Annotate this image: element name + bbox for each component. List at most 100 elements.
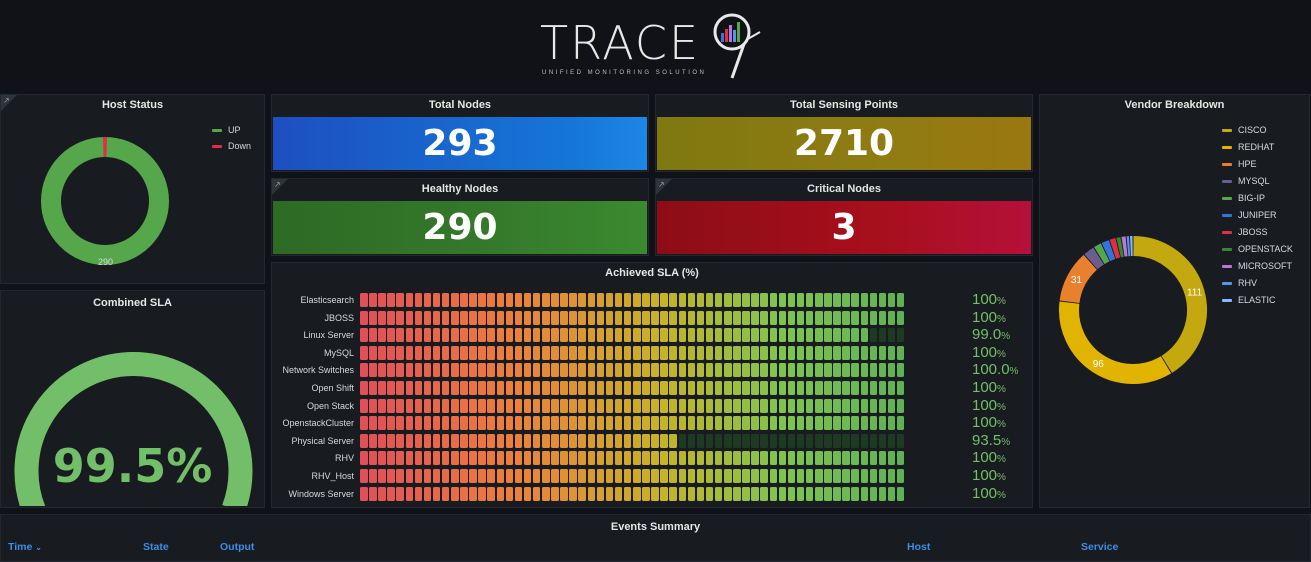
sla-bar-cell (705, 433, 714, 448)
legend-item-mysql[interactable]: MYSQL (1222, 176, 1270, 186)
sla-bar-cell (505, 310, 514, 325)
sla-bar-cell (478, 416, 486, 431)
sla-bar-cell (451, 293, 459, 307)
sla-bar-cell (769, 416, 777, 431)
donut-slice-juniper[interactable] (1101, 240, 1116, 262)
sla-bar-cell (824, 363, 832, 378)
sla-bar-cell (505, 345, 514, 360)
sla-bar-cell (514, 416, 523, 431)
column-header-output[interactable]: Output (220, 541, 255, 553)
column-header-time[interactable]: Time ⌄ (8, 541, 42, 553)
sla-bar-cell (460, 398, 468, 413)
sla-bar-cell (687, 363, 696, 378)
sla-bar-cell (441, 486, 450, 501)
sla-bar-cell (596, 363, 605, 378)
donut-slice-openstack[interactable] (1116, 237, 1124, 258)
sla-row-value: 100% (972, 397, 1006, 414)
sla-bar-cell (833, 486, 841, 501)
sla-bar-cell (742, 381, 750, 395)
panel-corner[interactable] (1, 95, 17, 111)
donut-slice-hpe[interactable] (1059, 254, 1098, 304)
sla-bar-cell (642, 469, 650, 483)
sla-bar-cell (815, 345, 823, 360)
sla-bar-cell (441, 451, 450, 466)
sla-bar-cell (696, 486, 705, 501)
legend-swatch (1222, 265, 1232, 269)
sla-bar-cell (605, 398, 614, 413)
sla-bar-cell (678, 398, 686, 413)
sla-bar-cell (496, 469, 504, 483)
legend-swatch (1222, 282, 1232, 286)
sla-bar-cell (560, 328, 568, 343)
sla-bar-cell (769, 381, 777, 395)
legend-item-jboss[interactable]: JBOSS (1222, 227, 1268, 237)
sla-bar-cell (696, 293, 705, 307)
legend-item-elastic[interactable]: ELASTIC (1222, 295, 1276, 305)
legend-item-down[interactable]: Down (212, 141, 251, 151)
sla-bar-cell (542, 363, 550, 378)
legend-item-big-ip[interactable]: BIG-IP (1222, 193, 1265, 203)
sla-bar-cell (669, 293, 677, 307)
sla-bar-cell (705, 381, 714, 395)
panel-corner[interactable] (656, 179, 672, 195)
sla-bar-cell (678, 486, 686, 501)
sla-bar-cell (614, 451, 623, 466)
external-link-icon[interactable]: ↗ (658, 180, 665, 189)
sla-bar-cell (787, 486, 796, 501)
legend-item-up[interactable]: UP (212, 125, 241, 135)
sla-bar-gauge (360, 293, 906, 307)
sla-bar-cell (505, 416, 514, 431)
sla-bar-cell (824, 293, 832, 307)
combined-sla-gauge (14, 352, 253, 506)
sla-bar-cell (451, 345, 459, 360)
column-header-state[interactable]: State (143, 541, 169, 553)
sla-bar-cell (396, 433, 404, 448)
sla-bar-cell (414, 433, 423, 448)
legend-item-cisco[interactable]: CISCO (1222, 125, 1267, 135)
sla-bar-cell (496, 451, 504, 466)
donut-slice-big-ip[interactable] (1094, 243, 1110, 265)
sla-bar-cell (705, 469, 714, 483)
sla-bar-cell (742, 416, 750, 431)
legend-item-rhv[interactable]: RHV (1222, 278, 1257, 288)
sla-bar-cell (760, 469, 768, 483)
sla-bar-cell (896, 328, 905, 343)
sla-bar-cell (432, 416, 441, 431)
sla-bar-cell (860, 293, 868, 307)
legend-item-openstack[interactable]: OPENSTACK (1222, 244, 1293, 254)
sla-bar-cell (596, 310, 605, 325)
sla-bar-cell (778, 345, 787, 360)
legend-item-hpe[interactable]: HPE (1222, 159, 1257, 169)
sla-bar-cell (751, 293, 759, 307)
sla-bar-cell (878, 345, 887, 360)
sla-bar-cell (387, 451, 395, 466)
donut-slice-mysql[interactable] (1084, 247, 1105, 270)
column-header-service[interactable]: Service (1081, 541, 1119, 553)
panel-corner[interactable] (272, 179, 288, 195)
sla-bar-cell (369, 486, 377, 501)
sla-bar-cell (796, 381, 805, 395)
sla-bar-cell (532, 381, 541, 395)
sla-bar-cell (478, 469, 486, 483)
sla-bar-cell (887, 486, 896, 501)
donut-slice-cisco[interactable] (1133, 236, 1207, 373)
sla-bar-cell (751, 328, 759, 343)
donut-slice-redhat[interactable] (1059, 301, 1172, 384)
sla-bar-cell (496, 416, 504, 431)
sla-bar-cell (360, 381, 368, 395)
sla-bar-cell (623, 469, 632, 483)
column-label: Time (8, 541, 33, 553)
legend-item-juniper[interactable]: JUNIPER (1222, 210, 1277, 220)
external-link-icon[interactable]: ↗ (3, 96, 10, 105)
donut-slice-jboss[interactable] (1109, 238, 1121, 259)
sla-bar-cell (860, 363, 868, 378)
sla-bar-cell (578, 469, 586, 483)
column-header-host[interactable]: Host (907, 541, 931, 553)
sla-bar-cell (860, 433, 868, 448)
external-link-icon[interactable]: ↗ (274, 180, 281, 189)
sla-bar-cell (396, 345, 404, 360)
sla-bar-cell (842, 451, 850, 466)
sla-bar-cell (696, 469, 705, 483)
legend-item-redhat[interactable]: REDHAT (1222, 142, 1274, 152)
legend-item-microsoft[interactable]: MICROSOFT (1222, 261, 1292, 271)
